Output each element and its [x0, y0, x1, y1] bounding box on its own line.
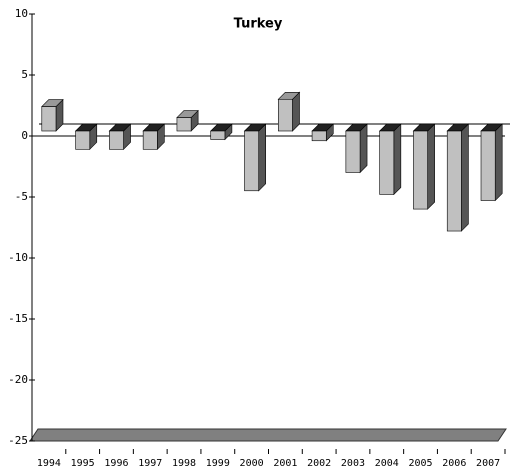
x-tick-label: 1997	[138, 458, 162, 469]
bar-front	[210, 130, 226, 140]
bar-front	[480, 130, 496, 201]
floor	[29, 428, 507, 442]
bar-front	[109, 130, 124, 150]
x-tick-label: 2005	[408, 458, 432, 469]
bar	[142, 123, 166, 151]
bar-front	[41, 106, 57, 132]
x-tick-label: 1996	[104, 458, 128, 469]
bar-front	[413, 130, 428, 210]
x-tick-label: 2003	[341, 458, 365, 469]
x-tick-label: 2002	[307, 458, 331, 469]
y-tick-label: -5	[15, 190, 28, 203]
bar	[378, 123, 402, 196]
bar-front	[244, 130, 260, 192]
x-tick-label: 1998	[172, 458, 196, 469]
bar	[412, 123, 436, 210]
bar	[345, 123, 368, 174]
bar-front	[379, 130, 395, 195]
x-tick-label: 2000	[240, 458, 264, 469]
bar-front	[446, 130, 462, 232]
bar	[480, 123, 503, 202]
y-tick-label: 5	[21, 68, 28, 81]
bar	[243, 123, 267, 192]
y-tick-label: 10	[15, 7, 28, 20]
y-tick-label: 0	[21, 129, 28, 142]
x-tick-label: 1995	[71, 458, 95, 469]
bar	[277, 91, 301, 132]
bar-front	[277, 98, 293, 132]
y-tick-label: -10	[8, 251, 28, 264]
bar-side	[393, 123, 402, 196]
bar	[446, 123, 470, 232]
bar-front	[176, 117, 192, 132]
bar-front	[311, 130, 327, 142]
bar	[311, 123, 334, 142]
bar	[176, 109, 199, 132]
y-tick-label: -25	[8, 434, 28, 447]
x-tick-label: 2001	[273, 458, 297, 469]
bar-front	[345, 130, 361, 173]
x-tick-label: 2004	[375, 458, 399, 469]
bar-side	[258, 123, 267, 192]
x-tick-label: 1994	[37, 458, 61, 469]
bar-side	[494, 123, 503, 202]
bar	[41, 98, 64, 132]
bar	[108, 123, 132, 151]
x-tick-label: 1999	[206, 458, 230, 469]
x-tick-label: 2006	[442, 458, 466, 469]
y-tick-label: -20	[8, 373, 28, 386]
bar-side	[461, 123, 469, 232]
bar-front	[75, 130, 91, 150]
bar-side	[359, 123, 368, 174]
bar-front	[142, 130, 158, 150]
y-tick-label: -15	[8, 312, 28, 325]
x-tick-label: 2007	[476, 458, 500, 469]
chart-title: Turkey	[234, 17, 283, 32]
bar	[74, 123, 98, 151]
bar-side	[427, 123, 435, 210]
bar	[210, 123, 233, 141]
